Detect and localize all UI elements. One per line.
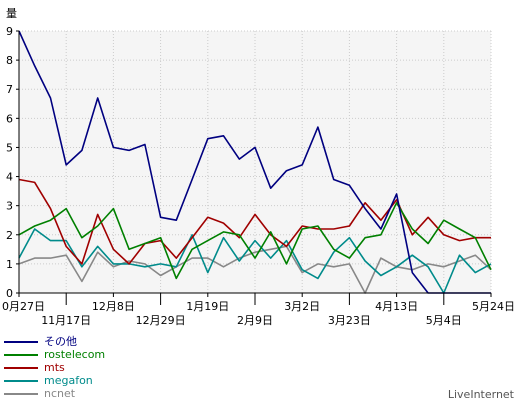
legend-swatch bbox=[4, 367, 38, 369]
x-tick-label: 2月9日 bbox=[237, 314, 273, 327]
x-tick-label: 0月27日 bbox=[2, 300, 45, 313]
series-line-rostelecom bbox=[18, 202, 492, 280]
x-tick-label: 12月29日 bbox=[136, 314, 186, 327]
y-tick-labels: 0 1 2 3 4 5 6 7 8 9 bbox=[6, 25, 19, 300]
brand-label: LiveInternet bbox=[447, 388, 514, 401]
x-tick-label: 5月24日 bbox=[472, 300, 515, 313]
x-tick-label: 3月2日 bbox=[284, 300, 320, 313]
y-tick-label: 6 bbox=[6, 112, 13, 125]
legend-label: megafon bbox=[44, 374, 93, 387]
x-tick-label: 1月19日 bbox=[186, 300, 229, 313]
x-tick-label: 5月4日 bbox=[426, 314, 462, 327]
series-lines bbox=[18, 30, 492, 294]
legend-label: その他 bbox=[44, 335, 77, 348]
x-tick-label: 3月23日 bbox=[328, 314, 371, 327]
y-tick-label: 9 bbox=[6, 25, 13, 38]
legend-swatch bbox=[4, 354, 38, 356]
plot-area bbox=[19, 31, 491, 293]
y-tick-label: 1 bbox=[6, 258, 13, 271]
y-tick-label: 7 bbox=[6, 83, 13, 96]
y-tick-label: 4 bbox=[6, 171, 13, 184]
series-line- bbox=[18, 30, 491, 294]
legend-swatch bbox=[4, 380, 38, 382]
series-line-megafon bbox=[18, 228, 492, 294]
y-tick-label: 5 bbox=[6, 141, 13, 154]
y-tick-label: 3 bbox=[6, 200, 13, 213]
legend-swatch bbox=[4, 393, 38, 395]
legend-label: ncnet bbox=[44, 387, 76, 400]
x-tick-label: 4月13日 bbox=[375, 300, 418, 313]
y-tick-label: 2 bbox=[6, 229, 13, 242]
legend-label: rostelecom bbox=[44, 348, 106, 361]
y-tick-label: 8 bbox=[6, 54, 13, 67]
x-tick-label: 12月8日 bbox=[92, 300, 135, 313]
y-axis-label: 量 bbox=[6, 7, 17, 20]
legend-swatch bbox=[4, 341, 38, 343]
series-line-mts bbox=[18, 178, 491, 265]
x-tick-label: 11月17日 bbox=[41, 314, 91, 327]
legend-label: mts bbox=[44, 361, 65, 374]
y-tick-label: 0 bbox=[6, 287, 13, 300]
